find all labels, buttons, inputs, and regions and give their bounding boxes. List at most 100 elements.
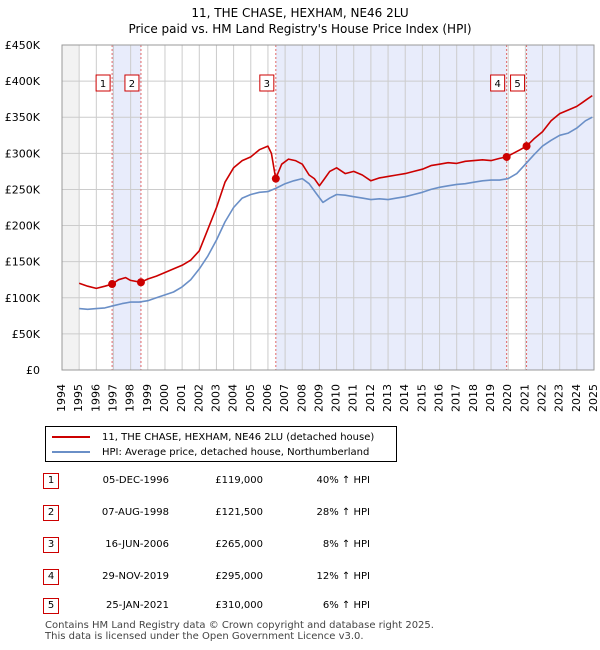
sale-label-text: 5 [514, 79, 520, 90]
sale-date: 29-NOV-2019 [102, 571, 169, 582]
no-data-region [62, 45, 80, 370]
y-tick-label: £200K [5, 220, 41, 233]
legend-item-property: 11, THE CHASE, HEXHAM, NE46 2LU (detache… [52, 430, 374, 444]
shaded-period [275, 45, 507, 370]
table-row: 4 29-NOV-2019 £295,000 12% ↑ HPI [43, 569, 443, 585]
sale-label-box [490, 74, 506, 92]
x-tick-label: 2020 [501, 384, 514, 412]
sale-hpi-change: 8% ↑ HPI [322, 539, 370, 550]
sale-hpi-change: 28% ↑ HPI [316, 507, 370, 518]
sale-price: £121,500 [215, 507, 263, 518]
sale-point [271, 174, 280, 183]
x-tick-label: 2010 [330, 384, 343, 412]
x-tick-label: 1995 [72, 384, 85, 412]
sale-point [502, 152, 511, 161]
x-tick-label: 2008 [295, 384, 308, 412]
x-tick-label: 2006 [261, 384, 274, 412]
sale-label-text: 3 [264, 79, 270, 90]
x-tick-label: 2003 [209, 384, 222, 412]
table-row: 2 07-AUG-1998 £121,500 28% ↑ HPI [43, 505, 443, 521]
x-tick-label: 2022 [536, 384, 549, 412]
y-tick-label: £450K [5, 39, 41, 52]
sale-point [522, 142, 531, 151]
x-tick-label: 2019 [484, 384, 497, 412]
sale-number-badge: 2 [43, 505, 59, 521]
shade-layer [62, 45, 594, 370]
x-tick-label: 2009 [312, 384, 325, 412]
sale-number-badge: 4 [43, 569, 59, 585]
sale-hpi-change: 12% ↑ HPI [316, 571, 370, 582]
chart-title: 11, THE CHASE, HEXHAM, NE46 2LU [191, 6, 409, 20]
y-tick-label: £100K [5, 292, 41, 305]
sale-label-box [510, 74, 526, 92]
plot-frame [61, 44, 595, 371]
price-chart: 1 2 3 4 5 £0 £50K £100K £150K £200K £250K £300K £35… [5, 39, 600, 412]
y-tick-label: £250K [5, 183, 41, 196]
y-tick-label: £400K [5, 75, 41, 88]
legend-label-property: 11, THE CHASE, HEXHAM, NE46 2LU (detache… [102, 431, 375, 443]
sale-date: 16-JUN-2006 [105, 539, 169, 550]
sale-label-box [124, 74, 140, 92]
sale-label-box [95, 74, 111, 92]
x-tick-label: 2005 [244, 384, 257, 412]
sale-date: 07-AUG-1998 [101, 507, 169, 518]
shaded-period [112, 45, 141, 370]
legend: 11, THE CHASE, HEXHAM, NE46 2LU (detache… [45, 426, 397, 462]
sale-price: £310,000 [215, 600, 263, 611]
x-tick-label: 1998 [124, 384, 137, 412]
sale-hpi-change: 40% ↑ HPI [316, 475, 370, 486]
x-tick-label: 2004 [227, 384, 240, 412]
x-tick-label: 2018 [467, 384, 480, 412]
y-tick-label: £350K [5, 111, 41, 124]
sale-labels: 1 2 3 4 5 [95, 74, 526, 92]
x-tick-label: 2001 [175, 384, 188, 412]
x-tick-label: 2011 [347, 384, 360, 412]
licence-text: This data is licensed under the Open Gov… [45, 631, 364, 642]
table-row: 3 16-JUN-2006 £265,000 8% ↑ HPI [43, 537, 443, 553]
x-tick-label: 1996 [89, 384, 102, 412]
sale-number-badge: 5 [43, 598, 59, 614]
legend-swatch-property [52, 436, 90, 438]
sale-label-text: 2 [129, 79, 135, 90]
table-row: 1 05-DEC-1996 £119,000 40% ↑ HPI [43, 473, 443, 489]
series-layer [78, 94, 593, 311]
sale-hpi-change: 6% ↑ HPI [322, 600, 370, 611]
x-tick-label: 2013 [381, 384, 394, 412]
x-tick-label: 2017 [450, 384, 463, 412]
x-tick-label: 1997 [106, 384, 119, 412]
grid-layer [61, 44, 595, 371]
sale-price: £295,000 [215, 571, 263, 582]
x-tick-label: 2024 [570, 384, 583, 412]
footer: Contains HM Land Registry data © Crown c… [45, 620, 434, 642]
y-tick-label: £150K [5, 256, 41, 269]
sale-label-text: 1 [100, 79, 106, 90]
x-tick-label: 2016 [433, 384, 446, 412]
y-tick-label: £300K [5, 147, 41, 160]
x-tick-label: 2025 [587, 384, 600, 412]
sale-number-badge: 1 [43, 473, 59, 489]
x-tick-label: 2002 [192, 384, 205, 412]
legend-label-hpi: HPI: Average price, detached house, Nort… [102, 446, 370, 458]
legend-swatch-hpi [52, 451, 90, 453]
sale-label-text: 4 [494, 79, 500, 90]
y-tick-label: £0 [26, 364, 40, 377]
table-row: 5 25-JAN-2021 £310,000 6% ↑ HPI [43, 598, 443, 614]
sale-date: 05-DEC-1996 [102, 475, 169, 486]
x-tick-label: 1999 [141, 384, 154, 412]
chart-subtitle: Price paid vs. HM Land Registry's House … [128, 22, 472, 36]
x-tick-label: 2014 [398, 384, 411, 412]
x-tick-label: 2007 [278, 384, 291, 412]
sale-point [136, 278, 145, 287]
copyright-text: Contains HM Land Registry data © Crown c… [45, 620, 434, 631]
x-tick-label: 1994 [55, 384, 68, 412]
legend-item-hpi: HPI: Average price, detached house, Nort… [52, 445, 369, 459]
x-tick-label: 2000 [158, 384, 171, 412]
x-tick-label: 2012 [364, 384, 377, 412]
hpi-line [79, 116, 593, 311]
x-tick-label: 2015 [415, 384, 428, 412]
y-tick-label: £50K [12, 328, 41, 341]
sale-point [108, 280, 117, 289]
x-tick-label: 2023 [553, 384, 566, 412]
axis-layer: £0 £50K £100K £150K £200K £250K £300K £350K £400… [5, 39, 600, 412]
sale-price: £265,000 [215, 539, 263, 550]
